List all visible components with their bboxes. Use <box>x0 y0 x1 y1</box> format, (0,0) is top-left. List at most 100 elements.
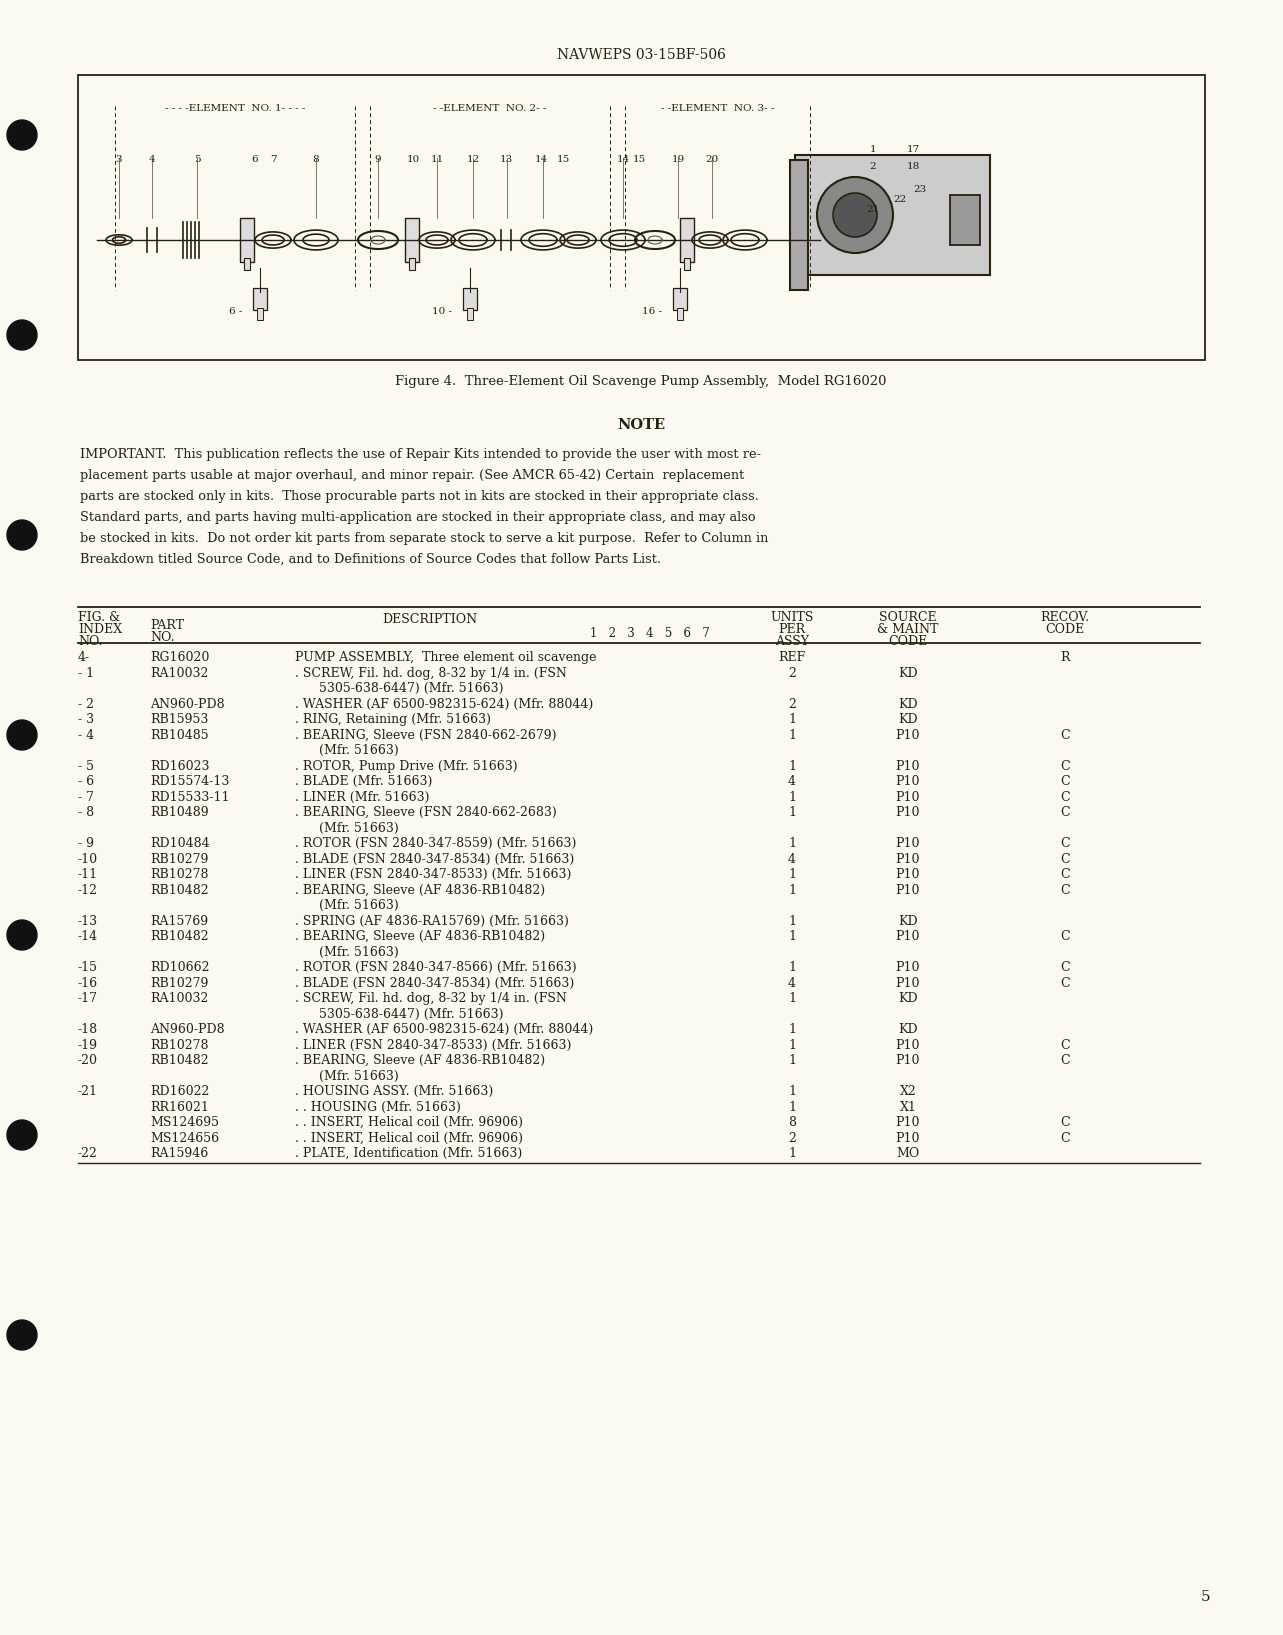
Text: RA10032: RA10032 <box>150 992 208 1006</box>
Text: RA10032: RA10032 <box>150 667 208 680</box>
Circle shape <box>6 119 37 150</box>
Text: P10: P10 <box>896 837 920 850</box>
Text: 8: 8 <box>788 1117 795 1130</box>
Bar <box>467 307 473 320</box>
Text: P10: P10 <box>896 729 920 742</box>
Circle shape <box>6 1120 37 1149</box>
Text: PER: PER <box>779 623 806 636</box>
Text: NO.: NO. <box>150 631 174 644</box>
Text: REF: REF <box>779 651 806 664</box>
Text: 5: 5 <box>194 155 200 164</box>
Text: 2: 2 <box>788 1131 795 1144</box>
Text: C: C <box>1060 790 1070 803</box>
Text: (Mfr. 51663): (Mfr. 51663) <box>295 945 399 958</box>
Text: -10: -10 <box>78 852 98 865</box>
Text: . LINER (Mfr. 51663): . LINER (Mfr. 51663) <box>295 790 430 803</box>
Text: - 5: - 5 <box>78 760 94 772</box>
Text: 5305-638-6447) (Mfr. 51663): 5305-638-6447) (Mfr. 51663) <box>295 682 503 695</box>
Text: Figure 4.  Three-Element Oil Scavenge Pump Assembly,  Model RG16020: Figure 4. Three-Element Oil Scavenge Pum… <box>395 374 887 387</box>
Text: - 1: - 1 <box>78 667 94 680</box>
Circle shape <box>833 193 878 237</box>
Text: 1: 1 <box>788 713 795 726</box>
Text: FIG. &: FIG. & <box>78 611 121 625</box>
Text: C: C <box>1060 760 1070 772</box>
Text: X2: X2 <box>899 1086 916 1099</box>
Text: C: C <box>1060 1038 1070 1051</box>
Text: -15: -15 <box>78 961 98 974</box>
Text: IMPORTANT.  This publication reflects the use of Repair Kits intended to provide: IMPORTANT. This publication reflects the… <box>80 448 761 461</box>
Text: P10: P10 <box>896 976 920 989</box>
Circle shape <box>6 1319 37 1351</box>
Text: 4: 4 <box>788 976 795 989</box>
Text: 1: 1 <box>788 760 795 772</box>
Text: PART: PART <box>150 620 183 633</box>
Text: R: R <box>1060 651 1070 664</box>
Text: . ROTOR, Pump Drive (Mfr. 51663): . ROTOR, Pump Drive (Mfr. 51663) <box>295 760 517 772</box>
Text: NO.: NO. <box>78 634 103 647</box>
Text: KD: KD <box>898 1024 917 1037</box>
Text: (Mfr. 51663): (Mfr. 51663) <box>295 899 399 912</box>
Text: 10 -: 10 - <box>432 307 452 316</box>
Text: RB10485: RB10485 <box>150 729 209 742</box>
Text: 23: 23 <box>913 185 926 195</box>
Text: MS124695: MS124695 <box>150 1117 219 1130</box>
Text: RD10484: RD10484 <box>150 837 209 850</box>
Text: - 3: - 3 <box>78 713 94 726</box>
Text: AN960-PD8: AN960-PD8 <box>150 698 225 711</box>
Bar <box>409 258 414 270</box>
Text: 1: 1 <box>788 930 795 943</box>
Text: . . INSERT, Helical coil (Mfr. 96906): . . INSERT, Helical coil (Mfr. 96906) <box>295 1117 523 1130</box>
Text: 14: 14 <box>535 155 548 164</box>
Text: KD: KD <box>898 698 917 711</box>
Text: -22: -22 <box>78 1148 98 1159</box>
Text: KD: KD <box>898 992 917 1006</box>
Text: P10: P10 <box>896 1117 920 1130</box>
Text: 17: 17 <box>906 146 920 154</box>
Text: . ROTOR (FSN 2840-347-8559) (Mfr. 51663): . ROTOR (FSN 2840-347-8559) (Mfr. 51663) <box>295 837 576 850</box>
Text: RECOV.: RECOV. <box>1041 611 1089 625</box>
Text: . RING, Retaining (Mfr. 51663): . RING, Retaining (Mfr. 51663) <box>295 713 491 726</box>
Text: 9: 9 <box>375 155 381 164</box>
Text: - 6: - 6 <box>78 775 94 788</box>
Text: P10: P10 <box>896 1055 920 1068</box>
Text: 2: 2 <box>788 667 795 680</box>
Text: C: C <box>1060 1131 1070 1144</box>
Text: MO: MO <box>897 1148 920 1159</box>
Text: (Mfr. 51663): (Mfr. 51663) <box>295 744 399 757</box>
Text: X1: X1 <box>899 1100 916 1113</box>
Text: 22: 22 <box>893 195 907 204</box>
Text: . BEARING, Sleeve (FSN 2840-662-2683): . BEARING, Sleeve (FSN 2840-662-2683) <box>295 806 557 819</box>
Bar <box>253 288 267 311</box>
Text: RD10662: RD10662 <box>150 961 209 974</box>
Text: . BEARING, Sleeve (FSN 2840-662-2679): . BEARING, Sleeve (FSN 2840-662-2679) <box>295 729 557 742</box>
Text: P10: P10 <box>896 806 920 819</box>
Text: KD: KD <box>898 914 917 927</box>
Text: -14: -14 <box>78 930 98 943</box>
Text: P10: P10 <box>896 775 920 788</box>
Text: P10: P10 <box>896 1131 920 1144</box>
Text: KD: KD <box>898 667 917 680</box>
Text: - 9: - 9 <box>78 837 94 850</box>
Text: P10: P10 <box>896 883 920 896</box>
Text: . . HOUSING (Mfr. 51663): . . HOUSING (Mfr. 51663) <box>295 1100 461 1113</box>
Text: C: C <box>1060 961 1070 974</box>
Text: - 7: - 7 <box>78 790 94 803</box>
Text: -13: -13 <box>78 914 98 927</box>
Text: 15: 15 <box>633 155 645 164</box>
Text: 5305-638-6447) (Mfr. 51663): 5305-638-6447) (Mfr. 51663) <box>295 1007 503 1020</box>
Text: PUMP ASSEMBLY,  Three element oil scavenge: PUMP ASSEMBLY, Three element oil scaveng… <box>295 651 597 664</box>
Text: RD16023: RD16023 <box>150 760 209 772</box>
Text: 15: 15 <box>557 155 570 164</box>
Text: . BEARING, Sleeve (AF 4836-RB10482): . BEARING, Sleeve (AF 4836-RB10482) <box>295 883 545 896</box>
Text: P10: P10 <box>896 930 920 943</box>
Bar <box>674 288 686 311</box>
Text: -20: -20 <box>78 1055 98 1068</box>
Text: - - - -ELEMENT  NO. 1- - - -: - - - -ELEMENT NO. 1- - - - <box>164 105 305 113</box>
Text: 1: 1 <box>788 961 795 974</box>
Text: RD16022: RD16022 <box>150 1086 209 1099</box>
Text: RB10279: RB10279 <box>150 976 208 989</box>
Text: RA15946: RA15946 <box>150 1148 208 1159</box>
Text: RR16021: RR16021 <box>150 1100 209 1113</box>
Text: ASSY: ASSY <box>775 634 810 647</box>
Text: parts are stocked only in kits.  Those procurable parts not in kits are stocked : parts are stocked only in kits. Those pr… <box>80 490 758 504</box>
